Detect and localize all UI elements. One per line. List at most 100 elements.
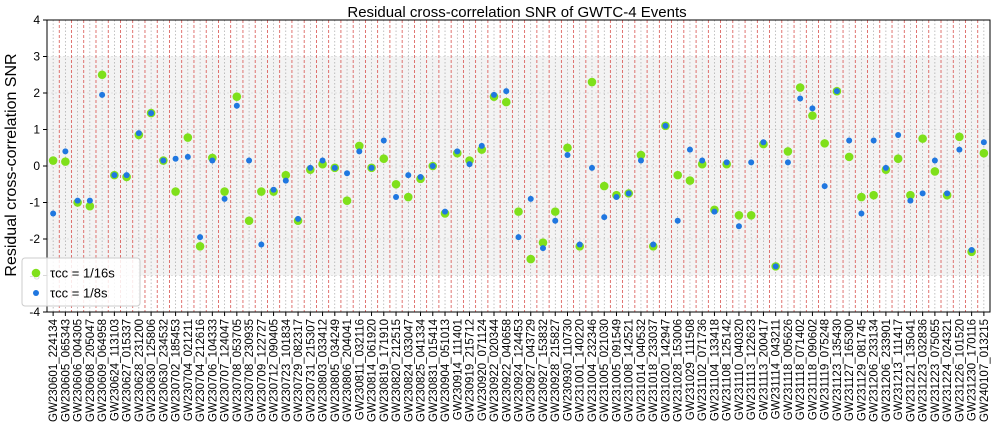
- point-tau-1-8s: [735, 223, 742, 230]
- x-tick-label: GW231113_200417: [758, 319, 770, 420]
- point-tau-1-16s: [550, 207, 560, 216]
- x-tick-label: GW231029_111508: [685, 319, 697, 420]
- x-tick-label: GW231110_040320: [734, 319, 746, 420]
- point-tau-1-8s: [356, 148, 363, 155]
- y-tick-label: 0: [33, 159, 40, 173]
- point-tau-1-8s: [613, 194, 620, 201]
- x-tick-label: GW230630_234532: [158, 319, 170, 422]
- x-tick-label: GW230904_051013: [440, 319, 452, 422]
- point-tau-1-8s: [368, 164, 375, 171]
- x-tick-label: GW231223_032836: [918, 319, 930, 422]
- point-tau-1-8s: [552, 217, 559, 224]
- point-tau-1-8s: [86, 197, 93, 204]
- x-tick-label: GW230819_171910: [379, 319, 391, 422]
- point-tau-1-8s: [454, 148, 461, 155]
- point-tau-1-8s: [503, 88, 510, 95]
- x-tick-label: GW230627_015337: [122, 319, 134, 422]
- legend-label-tau-1-16s: τcc = 1/16s: [50, 266, 115, 281]
- x-tick-label: GW230919_215712: [465, 319, 477, 422]
- x-tick-label: GW230825_041334: [416, 318, 428, 422]
- point-tau-1-16s: [244, 216, 254, 226]
- point-tau-1-8s: [209, 157, 216, 164]
- point-tau-1-8s: [625, 190, 632, 197]
- x-tick-label: GW230712_090405: [269, 319, 281, 422]
- point-tau-1-8s: [674, 217, 681, 224]
- point-tau-1-8s: [429, 163, 436, 169]
- x-tick-label: GW230820_212515: [391, 319, 403, 422]
- point-tau-1-8s: [527, 195, 534, 202]
- point-tau-1-8s: [442, 208, 449, 215]
- point-tau-1-8s: [295, 215, 302, 222]
- point-tau-1-16s: [636, 150, 646, 160]
- x-tick-label: GW230806_204041: [342, 319, 354, 422]
- x-tick-label: GW231020_142947: [660, 319, 672, 422]
- y-tick-label: 3: [33, 50, 40, 64]
- point-tau-1-16s: [501, 97, 511, 107]
- x-tick-label: GW231004_232346: [587, 319, 599, 422]
- point-tau-1-8s: [74, 197, 81, 204]
- x-axis-ticks: GW230601_224134 GW230605_065343 GW230606_0…: [48, 312, 991, 422]
- y-tick-label: 2: [33, 86, 40, 100]
- x-tick-label: GW230920_071124: [477, 318, 489, 421]
- point-tau-1-8s: [478, 142, 485, 149]
- point-tau-1-8s: [564, 152, 571, 159]
- y-tick-label: -2: [29, 232, 40, 246]
- point-tau-1-8s: [172, 155, 179, 162]
- legend-marker-tau-1-8s: [33, 290, 39, 296]
- x-tick-label: GW231119_075248: [820, 319, 832, 420]
- point-tau-1-8s: [135, 130, 142, 137]
- point-tau-1-8s: [662, 122, 669, 129]
- point-tau-1-16s: [514, 207, 523, 216]
- point-tau-1-16s: [857, 192, 866, 202]
- x-tick-label: GW230927_043729: [526, 319, 538, 422]
- point-tau-1-8s: [686, 146, 693, 153]
- point-tau-1-8s: [319, 157, 326, 164]
- point-tau-1-8s: [809, 105, 816, 112]
- point-tau-1-16s: [869, 190, 878, 200]
- point-tau-1-8s: [650, 241, 657, 248]
- point-tau-1-8s: [50, 210, 57, 217]
- x-tick-label: GW231028_153006: [673, 319, 685, 422]
- x-tick-label: GW231213_111417: [893, 319, 905, 420]
- point-tau-1-8s: [723, 159, 730, 166]
- point-tau-1-16s: [354, 141, 364, 151]
- x-tick-label: GW231005_091549: [611, 319, 623, 422]
- x-tick-label: GW231224_024321: [942, 319, 954, 422]
- x-tick-label: GW231113_122623: [746, 319, 758, 420]
- x-tick-label: GW231118_090602: [807, 319, 819, 420]
- x-tick-label: GW230630_125806: [146, 319, 158, 422]
- point-tau-1-16s: [281, 170, 291, 180]
- x-tick-label: GW231129_081745: [856, 319, 868, 421]
- point-tau-1-16s: [391, 179, 401, 189]
- y-axis-label: Residual cross-correlation SNR: [3, 53, 20, 276]
- grid-layer: [47, 56, 990, 276]
- point-tau-1-16s: [906, 190, 915, 200]
- x-tick-label: GW231206_233134: [869, 318, 881, 422]
- point-tau-1-8s: [197, 234, 204, 241]
- point-tau-1-8s: [307, 164, 314, 171]
- point-tau-1-8s: [282, 177, 289, 184]
- point-tau-1-16s: [195, 242, 205, 251]
- point-tau-1-16s: [795, 83, 805, 92]
- point-tau-1-8s: [233, 102, 240, 109]
- x-tick-label: GW231230_170116: [967, 319, 979, 421]
- point-tau-1-16s: [232, 92, 242, 101]
- x-tick-label: GW231102_071736: [697, 319, 709, 421]
- point-tau-1-16s: [599, 181, 609, 191]
- x-tick-label: GW230922_020344: [489, 318, 501, 422]
- legend: τcc = 1/16s τcc = 1/8s: [21, 257, 141, 307]
- x-tick-label: GW230702_185453: [171, 319, 183, 422]
- point-tau-1-8s: [956, 146, 963, 153]
- point-tau-1-8s: [711, 208, 718, 215]
- point-tau-1-8s: [944, 190, 951, 197]
- y-tick-label: 1: [33, 123, 40, 137]
- x-tick-label: GW231223_075055: [930, 319, 942, 422]
- x-tick-label: GW230706_104333: [207, 319, 219, 422]
- point-tau-1-16s: [587, 77, 597, 87]
- point-tau-1-8s: [772, 263, 779, 270]
- point-tau-1-16s: [538, 238, 548, 247]
- point-tau-1-16s: [673, 170, 683, 180]
- point-tau-1-8s: [331, 164, 338, 171]
- x-tick-label: GW231104_133418: [709, 319, 721, 421]
- point-tau-1-8s: [919, 190, 926, 197]
